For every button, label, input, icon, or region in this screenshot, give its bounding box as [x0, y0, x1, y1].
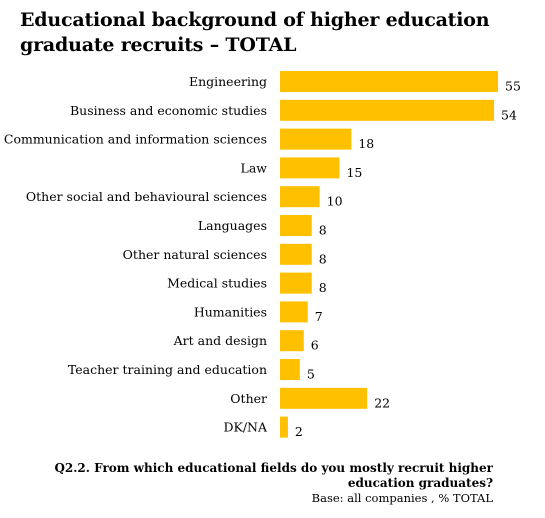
category-label: Languages — [198, 218, 267, 233]
category-label: Communication and information sciences — [4, 132, 267, 147]
bar — [280, 157, 340, 179]
value-label: 55 — [505, 79, 521, 94]
bar — [280, 71, 498, 92]
value-label: 6 — [311, 338, 319, 353]
survey-question-line-2: education graduates? — [347, 476, 493, 490]
bar — [280, 330, 304, 352]
category-label: Art and design — [173, 333, 267, 348]
value-label: 8 — [319, 280, 327, 295]
bar — [280, 243, 312, 265]
category-label: Law — [241, 160, 268, 175]
value-label: 10 — [327, 194, 343, 209]
value-label: 5 — [307, 367, 315, 382]
category-label: Other natural sciences — [123, 247, 267, 262]
value-label: 8 — [319, 251, 327, 266]
category-label: Engineering — [189, 74, 267, 89]
value-label: 8 — [319, 223, 327, 238]
survey-question: Q2.2. From which educational fields do y… — [54, 461, 493, 491]
value-label: 2 — [295, 424, 303, 439]
chart-title-line-2: graduate recruits – TOTAL — [20, 34, 297, 56]
base-note: Base: all companies , % TOTAL — [311, 491, 493, 505]
value-label: 15 — [346, 165, 362, 180]
value-label: 7 — [315, 309, 323, 324]
category-label: Other — [230, 391, 267, 406]
bar — [280, 301, 308, 323]
value-label: 54 — [501, 107, 517, 122]
category-label: DK/NA — [223, 420, 268, 435]
value-label: 18 — [358, 136, 374, 151]
bar — [280, 99, 495, 121]
bar — [280, 272, 312, 294]
chart-title-line-1: Educational background of higher educati… — [20, 9, 490, 31]
bar — [280, 128, 352, 150]
value-label: 22 — [374, 395, 390, 410]
bar — [280, 359, 300, 380]
category-label: Teacher training and education — [68, 362, 267, 377]
bar — [280, 186, 320, 208]
chart-title: Educational background of higher educati… — [20, 8, 520, 58]
bar — [280, 387, 368, 409]
bar — [280, 215, 312, 236]
category-label: Medical studies — [167, 276, 267, 291]
survey-question-line-1: Q2.2. From which educational fields do y… — [54, 461, 493, 475]
category-label: Other social and behavioural sciences — [26, 189, 267, 204]
category-label: Humanities — [194, 304, 267, 319]
bar — [280, 416, 288, 438]
category-label: Business and economic studies — [70, 103, 267, 118]
